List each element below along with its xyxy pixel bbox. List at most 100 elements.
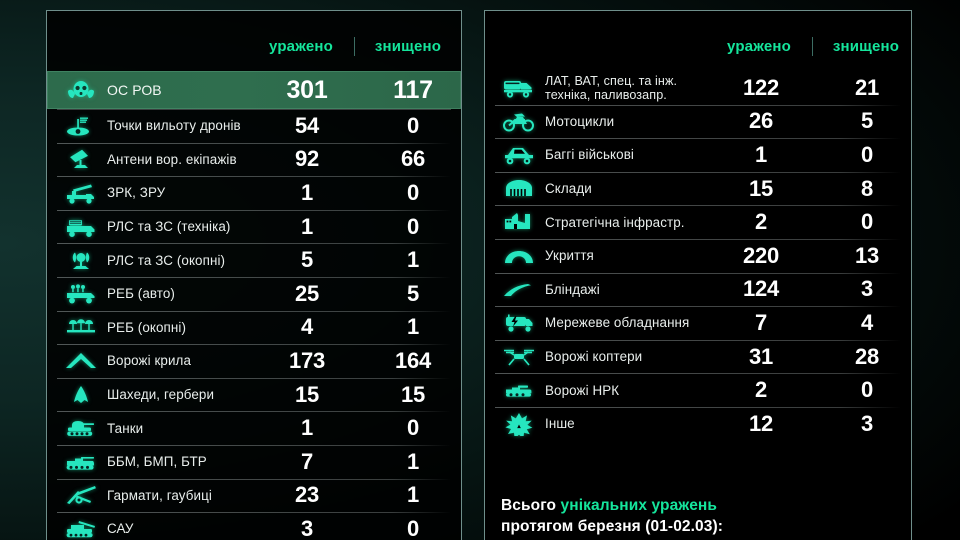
buggy-icon	[493, 140, 545, 170]
row-label: Ворожі коптери	[545, 349, 643, 365]
table-row: ОС РОВ 301 117	[47, 71, 461, 109]
motorcycle-icon	[493, 106, 545, 136]
table-row: Інше 12 3	[485, 406, 911, 441]
row-value-hit: 54	[294, 112, 320, 138]
row-label: Мережеве обладнання	[545, 315, 690, 331]
column-header-destroyed: знищено	[832, 37, 900, 55]
antenna-dish-icon	[55, 144, 107, 174]
row-value-destroyed: 1	[406, 247, 420, 273]
factory-icon	[493, 207, 545, 237]
table-row: Точки вильоту дронів 54 0	[47, 109, 461, 143]
ew-dug-in-icon	[55, 312, 107, 342]
row-label: Склади	[545, 181, 592, 197]
row-value-hit: 25	[294, 280, 320, 306]
row-value-destroyed: 0	[860, 209, 874, 235]
drone-launch-point-icon	[55, 111, 107, 141]
table-row: Шахеди, гербери 15 15	[47, 377, 461, 412]
table-row: Танки 1 0	[47, 411, 461, 445]
stats-rows-right: ЛАТ, ВАТ, спец. та інж. техніка, паливоз…	[485, 71, 911, 540]
row-value-hit: 220	[742, 242, 780, 268]
footnote-line1-highlight: унікальних уражень	[560, 497, 718, 514]
stats-panel-right: уражено знищено ЛАТ, ВАТ, спец. та інж. …	[484, 10, 912, 540]
stats-panel-left: уражено знищено ОС РОВ 301 117 Точки вильот…	[46, 10, 462, 540]
table-row: ЛАТ, ВАТ, спец. та інж. техніка, паливоз…	[485, 71, 911, 105]
row-value-hit: 4	[300, 314, 314, 340]
row-label: Стратегічна інфрастр.	[545, 214, 685, 230]
warehouse-icon	[493, 174, 545, 204]
row-value-destroyed: 15	[400, 381, 426, 407]
stats-rows-left: ОС РОВ 301 117 Точки вильоту дронів 54 0 Антен…	[47, 71, 461, 540]
row-value-hit: 12	[748, 410, 774, 436]
row-label: Баггі військові	[545, 147, 634, 163]
row-label: ЛАТ, ВАТ, спец. та інж. техніка, паливоз…	[545, 73, 678, 102]
table-row: Антени вор. екіпажів 92 66	[47, 142, 461, 177]
apc-icon	[55, 447, 107, 477]
generator-icon	[493, 308, 545, 338]
row-value-hit: 2	[754, 209, 768, 235]
table-row: Ворожі НРК 2 0	[485, 373, 911, 407]
row-label: САУ	[107, 521, 134, 537]
row-value-destroyed: 21	[854, 74, 880, 100]
explosion-icon	[493, 409, 545, 439]
header-divider	[354, 36, 355, 56]
row-value-hit: 1	[300, 213, 314, 239]
row-value-hit: 1	[754, 141, 768, 167]
row-label: Антени вор. екіпажів	[107, 151, 237, 167]
row-value-destroyed: 0	[406, 415, 420, 441]
table-row: Стратегічна інфрастр. 2 0	[485, 205, 911, 239]
soldier-head-icon	[55, 75, 107, 105]
table-row: Бліндажі 124 3	[485, 272, 911, 307]
table-row: Гармати, гаубиці 23 1	[47, 478, 461, 513]
row-value-destroyed: 3	[860, 276, 874, 302]
row-value-destroyed: 0	[406, 112, 420, 138]
row-value-destroyed: 4	[860, 309, 874, 335]
row-value-destroyed: 28	[854, 343, 880, 369]
row-value-hit: 26	[748, 108, 774, 134]
row-label: ББМ, БМП, БТР	[107, 454, 207, 470]
table-row: Баггі військові 1 0	[485, 138, 911, 172]
row-label: РЛС та ЗС (техніка)	[107, 219, 231, 235]
radar-vehicle-icon	[55, 212, 107, 242]
table-row: ББМ, БМП, БТР 7 1	[47, 444, 461, 479]
row-value-destroyed: 0	[860, 141, 874, 167]
enemy-copter-icon	[493, 342, 545, 372]
enemy-wing-drone-icon	[55, 346, 107, 376]
column-header-hit: уражено	[726, 37, 792, 55]
footnote-line2: протягом березня (01-02.03):	[501, 518, 724, 535]
howitzer-icon	[55, 480, 107, 510]
shelter-icon	[493, 241, 545, 271]
row-value-destroyed: 1	[406, 482, 420, 508]
row-value-destroyed: 13	[854, 242, 880, 268]
row-value-destroyed: 5	[406, 280, 420, 306]
dugout-icon	[493, 274, 545, 304]
row-value-hit: 15	[748, 175, 774, 201]
tank-icon	[55, 413, 107, 443]
row-label: РЕБ (окопні)	[107, 319, 187, 335]
row-value-destroyed: 0	[406, 179, 420, 205]
row-value-destroyed: 1	[406, 314, 420, 340]
truck-icon	[493, 73, 545, 103]
table-row: Мотоцикли 26 5	[485, 104, 911, 139]
row-value-hit: 7	[754, 309, 768, 335]
row-value-hit: 2	[754, 377, 768, 403]
ugv-icon	[493, 375, 545, 405]
row-value-hit: 23	[294, 482, 320, 508]
row-value-hit: 3	[300, 515, 314, 540]
table-row: Укриття 220 13	[485, 238, 911, 273]
row-value-destroyed: 117	[393, 75, 433, 104]
row-value-destroyed: 0	[406, 515, 420, 540]
sam-launcher-icon	[55, 178, 107, 208]
row-value-hit: 15	[294, 381, 320, 407]
row-value-destroyed: 0	[860, 377, 874, 403]
column-header-hit: уражено	[268, 37, 334, 55]
footnote-total-unique-hits: Всього унікальних уражень протягом берез…	[501, 495, 899, 537]
row-label: Точки вильоту дронів	[107, 118, 241, 134]
row-label: ОС РОВ	[107, 81, 162, 98]
row-label: Мотоцикли	[545, 113, 615, 129]
row-value-destroyed: 164	[394, 347, 432, 373]
row-label: Інше	[545, 416, 575, 432]
column-header-right: уражено знищено	[485, 33, 911, 59]
row-label: Укриття	[545, 248, 594, 264]
row-value-hit: 301	[286, 75, 328, 104]
